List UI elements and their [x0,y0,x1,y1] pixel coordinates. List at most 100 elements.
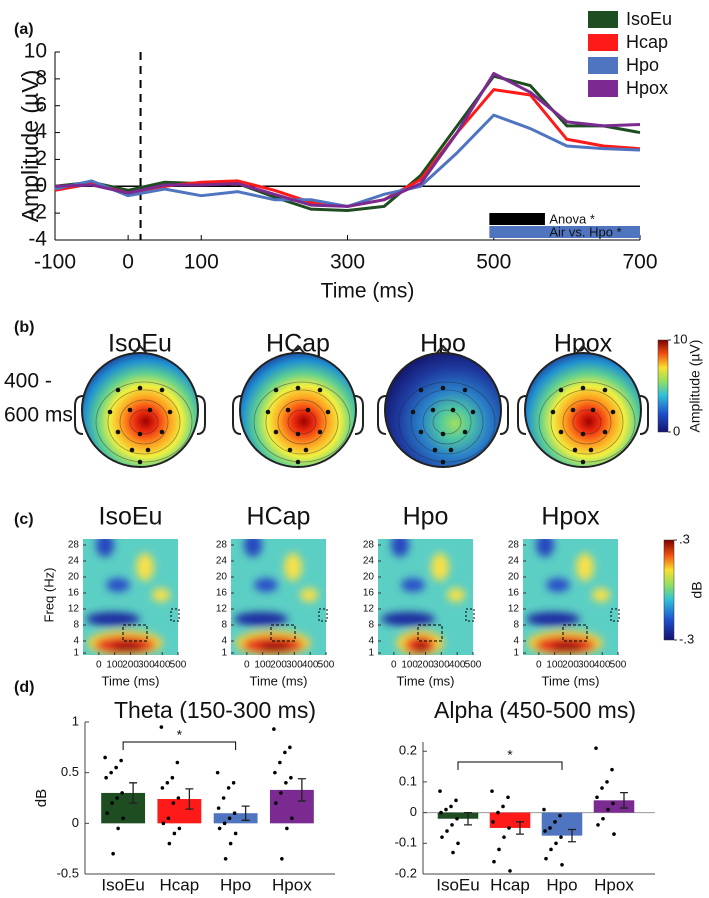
x-tick-label: 500 [465,660,482,671]
x-axis-label: Time (ms) [101,673,159,688]
tf-map [231,539,326,655]
y-tick-label: 12 [68,604,80,615]
data-point [104,775,108,780]
ear [377,395,387,435]
ear [354,395,364,435]
electrode [159,429,165,435]
x-tick-label: 400 [449,660,466,671]
electrode [295,459,301,465]
data-point [114,765,118,770]
data-point [548,826,552,830]
data-point [290,816,294,821]
data-point [449,804,453,809]
electrode [440,459,446,465]
electrode [462,429,468,435]
roi-box [465,608,475,622]
significance-label: Anova * [549,211,595,226]
contour [410,389,484,455]
tf-blob [86,612,140,626]
data-point [228,841,233,846]
x-tick-label: 0 [96,660,102,671]
bar [213,813,258,824]
data-point [611,801,615,806]
contour [265,389,339,455]
electrode [580,431,586,437]
time-window-label: 600 ms [4,404,73,427]
legend-swatch [588,34,618,51]
x-tick-label: 0 [536,660,542,671]
roi-box [318,608,328,622]
electrode [610,409,616,415]
tf-blob [254,578,278,592]
x-tick-label: 0 [391,660,397,671]
y-axis-label: dB [33,789,50,807]
electrode [127,407,133,413]
y-tick-label: 4 [368,636,374,647]
data-point [456,841,460,846]
colorbar [657,339,669,433]
electrode [572,447,578,453]
panel-label: (a) [14,21,34,38]
tf-map [523,539,618,655]
data-point [610,767,614,772]
data-point [105,811,109,815]
topomap [517,344,649,468]
contour [432,409,462,435]
data-point [103,755,107,760]
electrode [602,429,608,435]
bar [157,799,202,824]
ear [74,395,84,435]
colorbar-tick-label: .3 [679,531,690,546]
electrode [287,447,293,453]
x-tick-label: 200 [122,660,139,671]
y-tick-label: 4 [35,120,47,143]
data-point [222,821,227,826]
electrode [137,385,143,391]
y-tick-label: -0.5 [57,865,79,880]
x-tick-label: 200 [270,660,287,671]
line-series [54,74,641,212]
data-point [279,791,283,795]
x-tick-label: 400 [594,660,611,671]
tf-blob [431,553,449,581]
tf-blob [259,642,291,652]
x-tick-label: 300 [578,660,595,671]
electrode [303,447,309,453]
data-point [273,770,277,775]
data-point [285,826,289,831]
x-tick-label: 0 [122,251,134,274]
y-tick-label: 16 [216,588,228,599]
panel-label: (d) [14,679,34,696]
chart-title: Alpha (450-500 ms) [434,697,636,723]
line-series [54,113,641,208]
roi-box [122,624,148,642]
tf-blob [551,642,583,652]
data-point [288,745,292,750]
x-tick-label: IsoEu [101,875,144,894]
topomap [74,344,206,468]
electrode [440,385,446,391]
data-point [445,829,449,833]
y-tick-label: 24 [216,556,228,567]
x-axis-label: Time (ms) [541,673,599,688]
y-tick-label: 12 [508,604,520,615]
error-bar [516,821,524,835]
tf-blob [300,588,318,602]
electrode [550,409,556,415]
x-axis-label: Time (ms) [396,673,454,688]
electrode [588,447,594,453]
bar [541,812,583,836]
significance-bar [489,226,640,238]
significance-label: Air vs. Hpo * [549,224,621,239]
data-point [450,823,454,827]
tf-blobs [526,539,610,655]
error-bar [241,805,250,821]
y-tick-label: 1 [73,648,79,659]
electrode [265,409,271,415]
y-tick-label: 1 [513,648,519,659]
electrode [295,385,301,391]
data-point [177,826,182,831]
data-point [439,810,443,815]
x-tick-label: 300 [286,660,303,671]
data-point [167,841,172,846]
